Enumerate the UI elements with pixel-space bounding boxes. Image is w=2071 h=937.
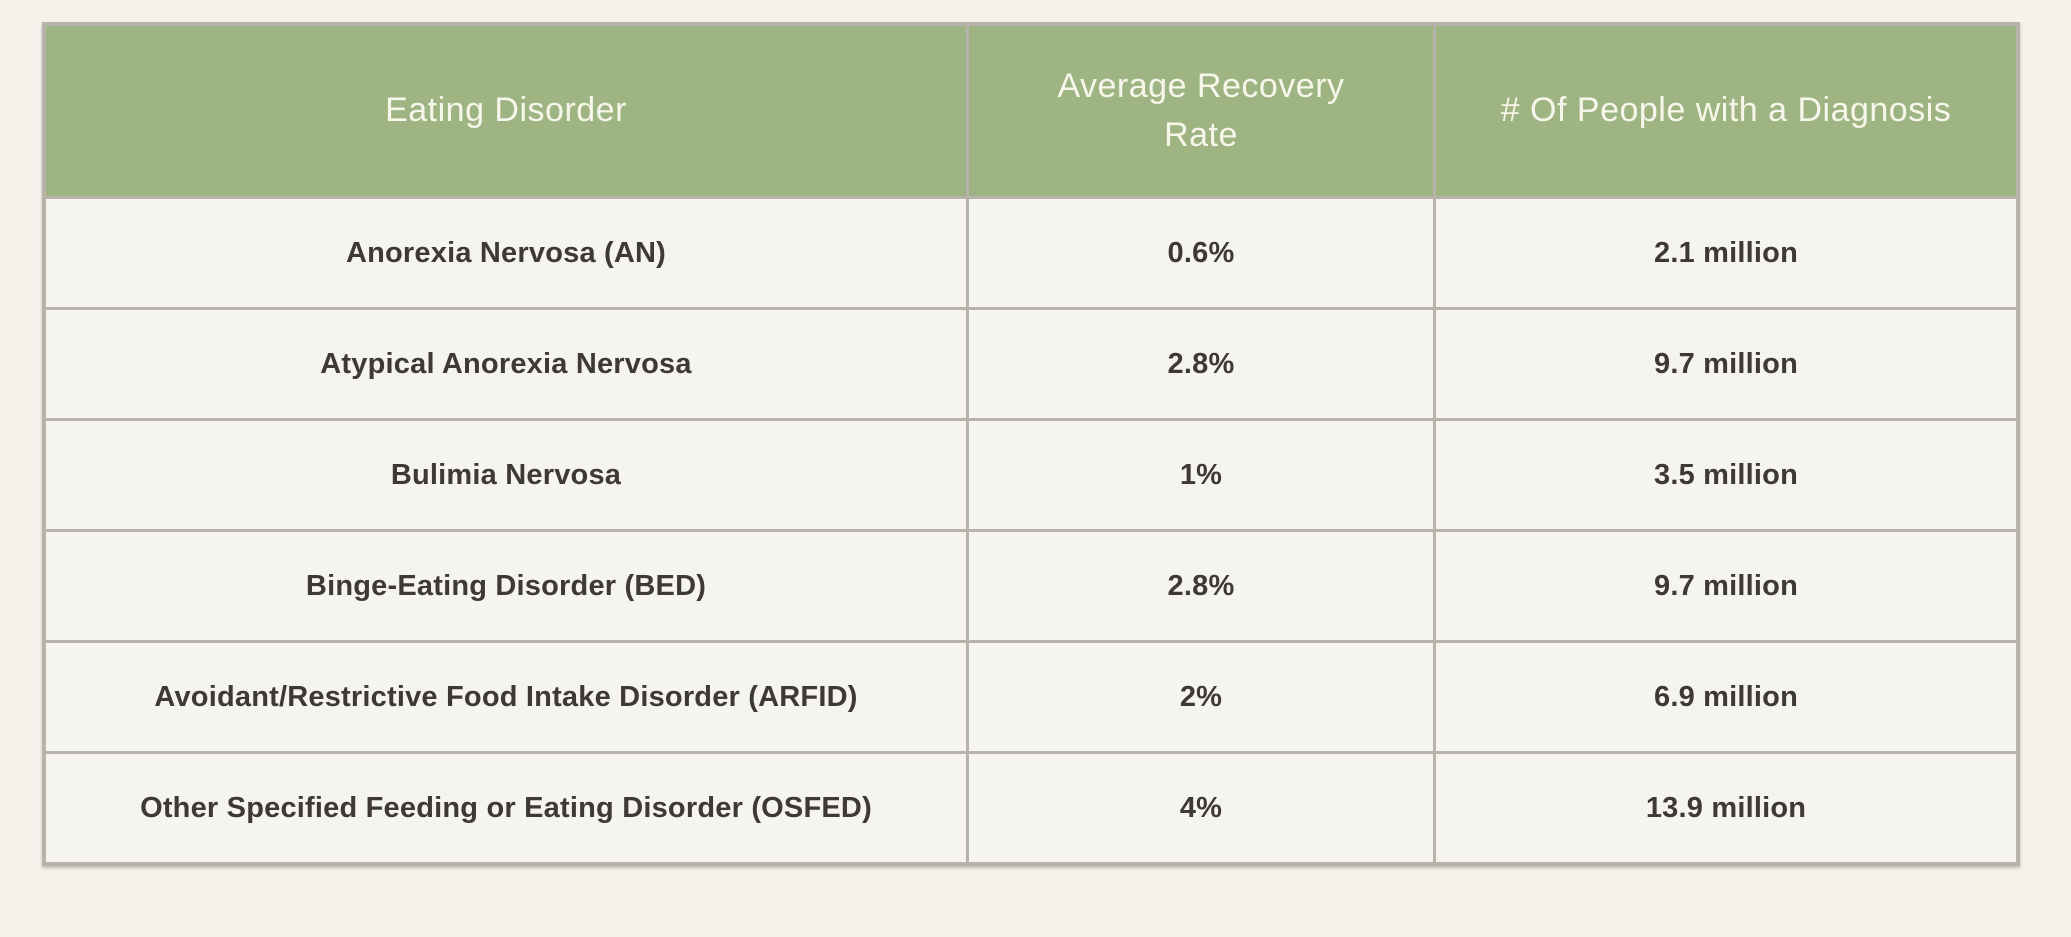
header-cell-average-recovery-rate: Average Recovery Rate <box>969 26 1433 196</box>
header-label-eating-disorder: Eating Disorder <box>385 91 627 130</box>
row-3-recovery-rate-cell: 2.8% <box>969 532 1433 640</box>
row-4-disorder-cell: Avoidant/Restrictive Food Intake Disorde… <box>46 643 966 751</box>
row-1-disorder-cell: Atypical Anorexia Nervosa <box>46 310 966 418</box>
header-label-people-with-diagnosis: # Of People with a Diagnosis <box>1500 91 1952 130</box>
row-5-recovery-rate-cell: 4% <box>969 754 1433 862</box>
row-0-diagnosis-count-cell: 2.1 million <box>1436 199 2016 307</box>
row-3-diagnosis-count-cell: 9.7 million <box>1436 532 2016 640</box>
row-2-disorder-cell: Bulimia Nervosa <box>46 421 966 529</box>
header-cell-people-with-diagnosis: # Of People with a Diagnosis <box>1436 26 2016 196</box>
row-3-disorder-cell: Binge-Eating Disorder (BED) <box>46 532 966 640</box>
row-0-recovery-rate-cell: 0.6% <box>969 199 1433 307</box>
header-label-average-recovery-rate: Average Recovery Rate <box>1057 66 1345 154</box>
eating-disorders-table: Eating Disorder Average Recovery Rate # … <box>42 22 2020 866</box>
row-5-disorder-cell: Other Specified Feeding or Eating Disord… <box>46 754 966 862</box>
row-0-disorder-cell: Anorexia Nervosa (AN) <box>46 199 966 307</box>
row-4-recovery-rate-cell: 2% <box>969 643 1433 751</box>
row-1-recovery-rate-cell: 2.8% <box>969 310 1433 418</box>
row-2-diagnosis-count-cell: 3.5 million <box>1436 421 2016 529</box>
row-5-diagnosis-count-cell: 13.9 million <box>1436 754 2016 862</box>
row-4-diagnosis-count-cell: 6.9 million <box>1436 643 2016 751</box>
row-2-recovery-rate-cell: 1% <box>969 421 1433 529</box>
row-1-diagnosis-count-cell: 9.7 million <box>1436 310 2016 418</box>
header-cell-eating-disorder: Eating Disorder <box>46 26 966 196</box>
